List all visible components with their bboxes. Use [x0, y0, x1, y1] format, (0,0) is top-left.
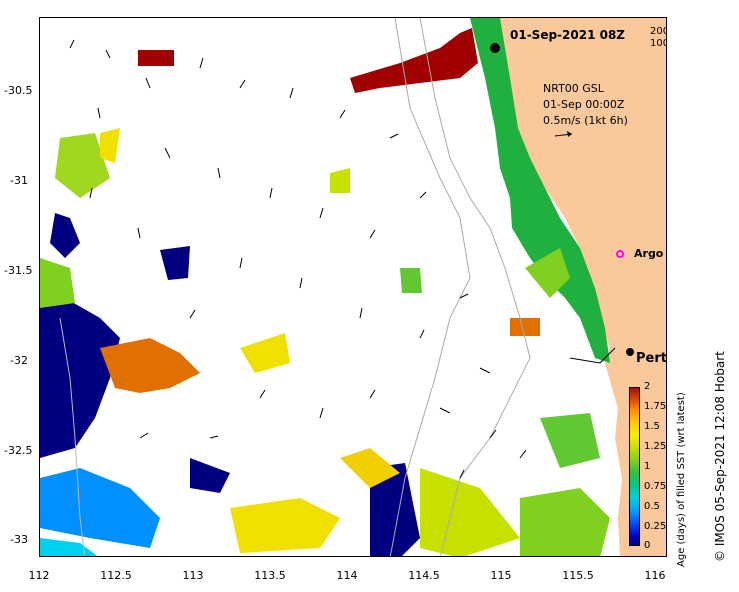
y-tick-label: -31.5: [4, 264, 33, 277]
colorbar-tick: 0.5: [644, 501, 660, 512]
colorbar-label: Age (days) of filled SST (wrt latest): [676, 392, 687, 567]
colorbar-tick: 1: [644, 461, 651, 472]
current-info-line2: 01-Sep 00:00Z: [543, 98, 625, 111]
map-canvas: [40, 18, 666, 556]
map-title: 01-Sep-2021 08Z: [510, 28, 626, 42]
red-patch: [350, 28, 478, 93]
contour-label-1000m: 1000m: [650, 38, 666, 49]
perth-label: Perth: [636, 351, 667, 366]
x-tick-label: 113: [182, 569, 204, 582]
x-tick-label: 115.5: [562, 569, 594, 582]
y-tick-label: -32: [10, 354, 28, 367]
colorbar-tick: 1.25: [644, 441, 667, 452]
colorbar-tick: 0: [644, 540, 651, 551]
perth-marker: [626, 348, 634, 356]
contour-200m: [419, 18, 531, 556]
map-panel[interactable]: 01-Sep-2021 08Z 200m 1000m NRT00 GSL 01-…: [39, 17, 667, 557]
x-tick-label: 112: [28, 569, 50, 582]
current-info-line3: 0.5m/s (1kt 6h): [543, 114, 628, 127]
contour-label-200m: 200m: [650, 26, 666, 37]
land-area: [498, 18, 666, 556]
x-tick-label: 114: [336, 569, 358, 582]
y-tick-label: -33: [10, 533, 28, 546]
colorbar-tick: 1.75: [644, 401, 667, 412]
colorbar-tick: 0.75: [644, 481, 667, 492]
argo-label: Argo: [634, 247, 664, 260]
colorbar-tick: 0.25: [644, 521, 667, 532]
x-tick-label: 112.5: [100, 569, 132, 582]
coastal-sst-band: [470, 18, 610, 363]
orange-patch: [100, 338, 200, 393]
y-tick-label: -32.5: [4, 444, 33, 457]
x-tick-label: 115: [490, 569, 512, 582]
navy-patch: [40, 298, 120, 458]
x-tick-label: 113.5: [254, 569, 286, 582]
y-tick-label: -30.5: [4, 84, 33, 97]
x-tick-label: 116: [644, 569, 666, 582]
colorbar-tick: 2: [644, 381, 651, 392]
current-arrows: [69, 39, 527, 479]
y-tick-label: -31: [10, 174, 28, 187]
colorbar-tick: 1.5: [644, 421, 660, 432]
credit-text: © IMOS 05-Sep-2021 12:08 Hobart: [713, 351, 727, 562]
argo-marker: [616, 250, 624, 258]
x-tick-label: 114.5: [408, 569, 440, 582]
colorbar: [629, 387, 640, 546]
current-info-line1: NRT00 GSL: [543, 82, 604, 95]
